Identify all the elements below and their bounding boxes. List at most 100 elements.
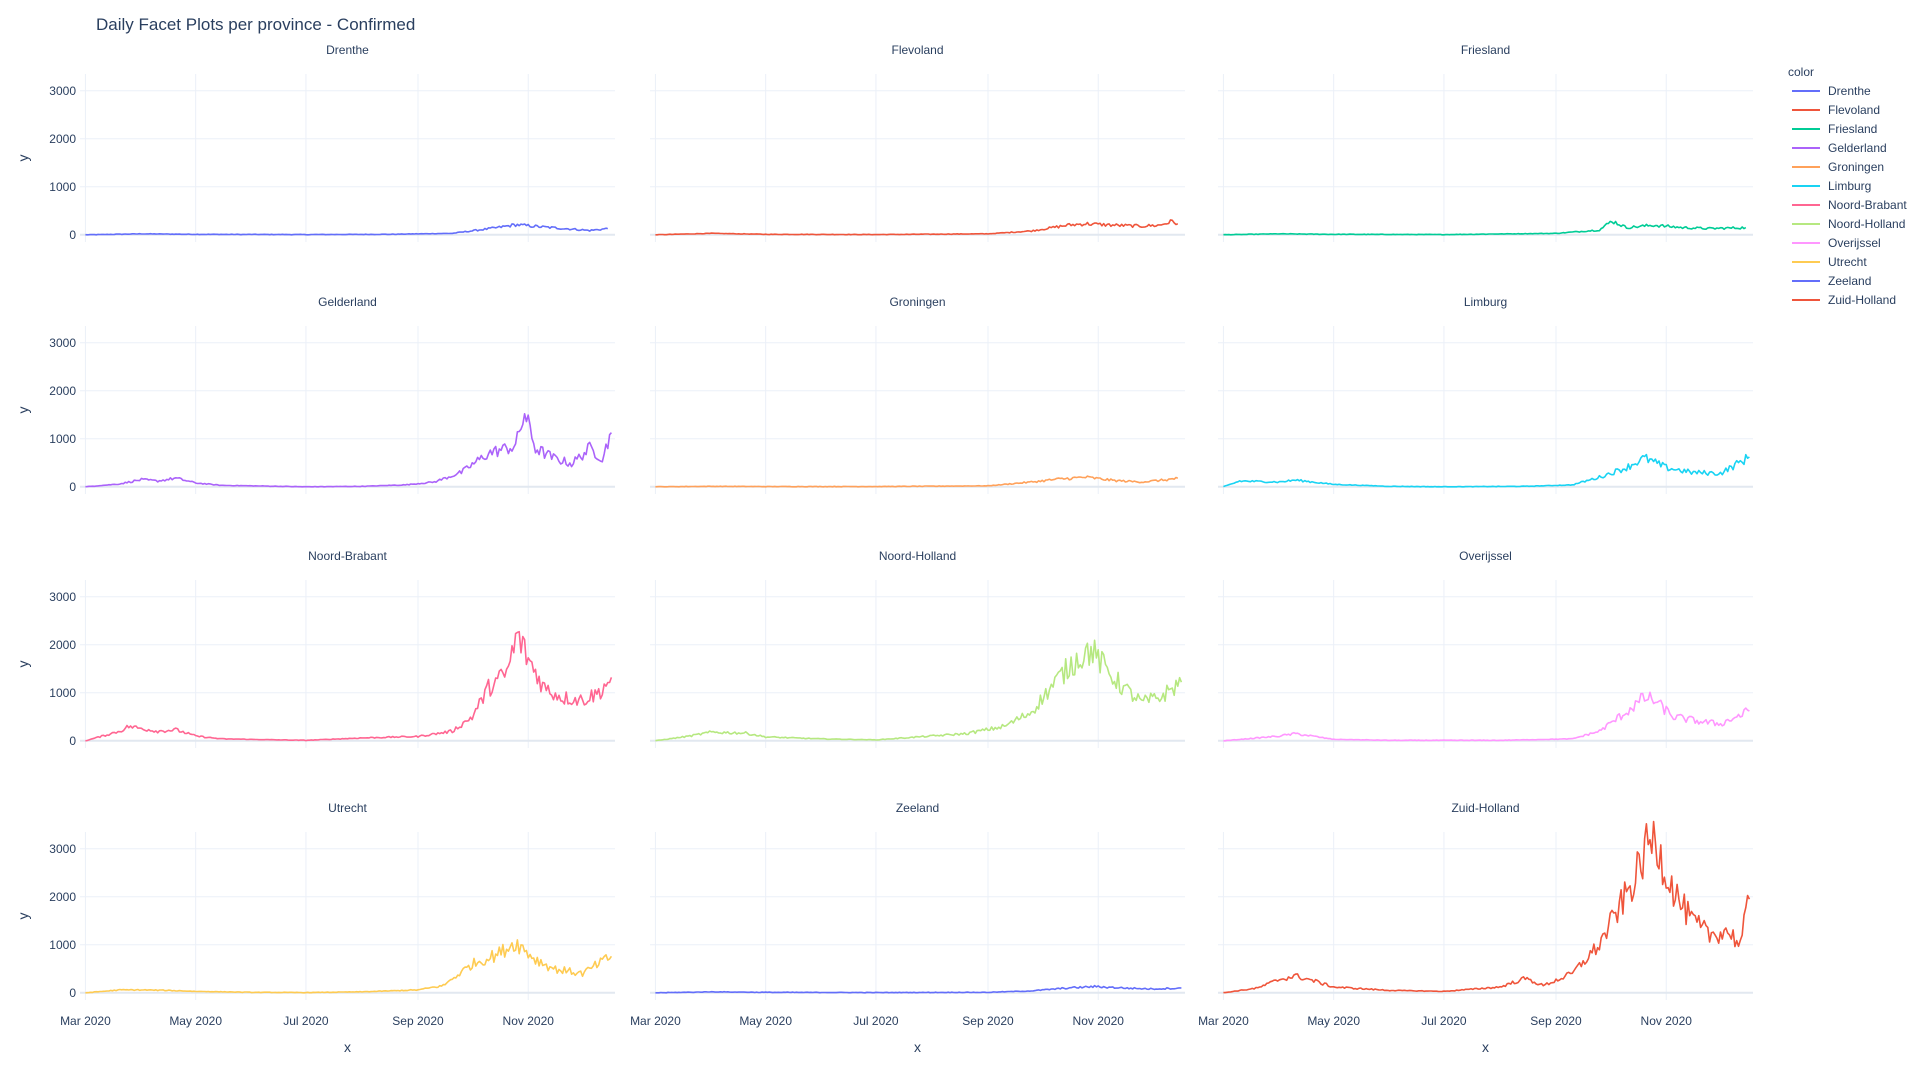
series-line — [655, 219, 1179, 236]
facet-title: Flevoland — [891, 43, 943, 57]
y-tick-label: 3000 — [49, 336, 76, 350]
chart-title: Daily Facet Plots per province - Confirm… — [96, 15, 415, 34]
y-tick-label: 3000 — [49, 84, 76, 98]
y-tick-label: 2000 — [49, 384, 76, 398]
facet-panel: Overijssel — [1218, 549, 1753, 748]
legend-label: Friesland — [1828, 122, 1877, 136]
facet-title: Utrecht — [328, 801, 367, 815]
facet-title: Groningen — [889, 295, 945, 309]
y-axis-title: y — [15, 155, 31, 162]
facet-title: Drenthe — [326, 43, 369, 57]
facet-panel: Limburg — [1218, 295, 1753, 494]
series-line — [655, 984, 1182, 994]
x-axis-title: x — [914, 1039, 921, 1055]
y-axis-title: y — [15, 661, 31, 668]
series-line — [85, 223, 608, 236]
x-tick-label: Sep 2020 — [1530, 1014, 1582, 1028]
x-axis-title: x — [1482, 1039, 1489, 1055]
y-tick-label: 3000 — [49, 842, 76, 856]
series-line — [1223, 453, 1750, 488]
legend-label: Zuid-Holland — [1828, 293, 1896, 307]
legend-item[interactable]: Utrecht — [1792, 255, 1867, 269]
x-axis-title: x — [344, 1039, 351, 1055]
legend-item[interactable]: Zeeland — [1792, 274, 1871, 288]
x-tick-label: Jul 2020 — [283, 1014, 329, 1028]
facet-panel: Groningen — [650, 295, 1185, 494]
legend-label: Utrecht — [1828, 255, 1867, 269]
y-tick-label: 1000 — [49, 432, 76, 446]
facet-panel: Noord-Brabant 0 1000 2000 3000 y — [15, 549, 615, 748]
legend-label: Zeeland — [1828, 274, 1871, 288]
legend-item[interactable]: Noord-Holland — [1792, 217, 1905, 231]
legend-item[interactable]: Noord-Brabant — [1792, 198, 1907, 212]
legend-label: Overijssel — [1828, 236, 1881, 250]
y-tick-label: 0 — [69, 228, 76, 242]
facet-panel: Friesland — [1218, 43, 1753, 242]
series-line — [655, 639, 1183, 742]
legend-item[interactable]: Drenthe — [1792, 84, 1871, 98]
legend-item[interactable]: Overijssel — [1792, 236, 1881, 250]
y-axis-title: y — [15, 913, 31, 920]
series-line — [85, 413, 613, 488]
y-tick-label: 1000 — [49, 686, 76, 700]
legend-item[interactable]: Flevoland — [1792, 103, 1880, 117]
legend-label: Noord-Brabant — [1828, 198, 1907, 212]
y-tick-label: 2000 — [49, 638, 76, 652]
x-tick-label: Mar 2020 — [1198, 1014, 1249, 1028]
y-tick-label: 2000 — [49, 890, 76, 904]
series-line — [85, 630, 613, 742]
x-tick-label: Mar 2020 — [630, 1014, 681, 1028]
x-tick-label: May 2020 — [1307, 1014, 1360, 1028]
y-axis-title: y — [15, 407, 31, 414]
legend-label: Gelderland — [1828, 141, 1887, 155]
legend-item[interactable]: Zuid-Holland — [1792, 293, 1896, 307]
x-tick-label: Nov 2020 — [1641, 1014, 1693, 1028]
series-line — [1223, 820, 1751, 994]
legend-label: Flevoland — [1828, 103, 1880, 117]
y-tick-label: 2000 — [49, 132, 76, 146]
facet-panel: Noord-Holland — [650, 549, 1185, 748]
facet-panel: Zuid-Holland Mar 2020 May 2020 Jul 2020 Sep … — [1198, 801, 1753, 1055]
y-tick-label: 0 — [69, 986, 76, 1000]
x-tick-label: May 2020 — [169, 1014, 222, 1028]
facet-title: Friesland — [1461, 43, 1510, 57]
legend-title: color — [1788, 65, 1814, 79]
facet-title: Noord-Brabant — [308, 549, 387, 563]
y-tick-label: 0 — [69, 734, 76, 748]
legend-item[interactable]: Groningen — [1792, 160, 1884, 174]
facet-panel: Drenthe 0 1000 2000 3000 y — [15, 43, 615, 242]
y-tick-label: 3000 — [49, 590, 76, 604]
series-line — [1223, 691, 1750, 742]
y-tick-label: 0 — [69, 480, 76, 494]
facet-title: Limburg — [1464, 295, 1507, 309]
x-tick-label: Jul 2020 — [1421, 1014, 1467, 1028]
facet-panel: Gelderland 0 1000 2000 3000 y — [15, 295, 615, 494]
legend-label: Noord-Holland — [1828, 217, 1905, 231]
facet-title: Overijssel — [1459, 549, 1512, 563]
facet-title: Zeeland — [896, 801, 939, 815]
legend-label: Limburg — [1828, 179, 1871, 193]
legend-item[interactable]: Gelderland — [1792, 141, 1887, 155]
x-tick-label: Jul 2020 — [853, 1014, 899, 1028]
facet-title: Noord-Holland — [879, 549, 956, 563]
series-line — [1223, 220, 1747, 236]
facet-panel: Flevoland — [650, 43, 1185, 242]
legend-label: Drenthe — [1828, 84, 1871, 98]
y-tick-label: 1000 — [49, 938, 76, 952]
series-line — [655, 475, 1179, 488]
facet-panel: Utrecht Mar 2020 May 2020 Jul 2020 Sep 2020 N… — [15, 801, 615, 1055]
facet-title: Zuid-Holland — [1451, 801, 1519, 815]
legend-label: Groningen — [1828, 160, 1884, 174]
x-tick-label: Sep 2020 — [962, 1014, 1014, 1028]
x-tick-label: Sep 2020 — [392, 1014, 444, 1028]
legend-item[interactable]: Friesland — [1792, 122, 1877, 136]
x-tick-label: Nov 2020 — [503, 1014, 555, 1028]
x-tick-label: Nov 2020 — [1073, 1014, 1125, 1028]
x-tick-label: Mar 2020 — [60, 1014, 111, 1028]
legend-item[interactable]: Limburg — [1792, 179, 1871, 193]
x-tick-label: May 2020 — [739, 1014, 792, 1028]
series-line — [85, 939, 613, 994]
y-tick-label: 1000 — [49, 180, 76, 194]
facet-title: Gelderland — [318, 295, 377, 309]
